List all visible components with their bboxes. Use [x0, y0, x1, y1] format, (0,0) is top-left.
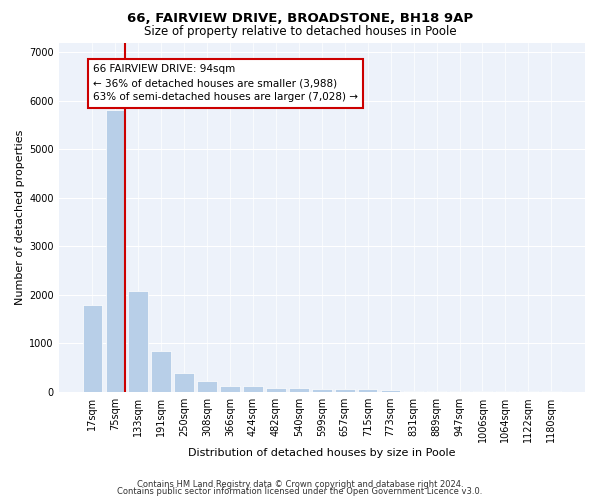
Bar: [83, 306, 102, 392]
Bar: [335, 389, 355, 392]
Text: Size of property relative to detached houses in Poole: Size of property relative to detached ho…: [143, 25, 457, 38]
Bar: [197, 381, 217, 392]
Bar: [220, 386, 240, 392]
Text: Contains public sector information licensed under the Open Government Licence v3: Contains public sector information licen…: [118, 487, 482, 496]
Bar: [175, 372, 194, 392]
Bar: [243, 386, 263, 392]
Bar: [266, 388, 286, 392]
Text: Contains HM Land Registry data © Crown copyright and database right 2024.: Contains HM Land Registry data © Crown c…: [137, 480, 463, 489]
Bar: [106, 110, 125, 392]
Text: 66 FAIRVIEW DRIVE: 94sqm
← 36% of detached houses are smaller (3,988)
63% of sem: 66 FAIRVIEW DRIVE: 94sqm ← 36% of detach…: [93, 64, 358, 102]
Bar: [128, 291, 148, 392]
Text: 66, FAIRVIEW DRIVE, BROADSTONE, BH18 9AP: 66, FAIRVIEW DRIVE, BROADSTONE, BH18 9AP: [127, 12, 473, 26]
Bar: [358, 389, 377, 392]
Y-axis label: Number of detached properties: Number of detached properties: [15, 130, 25, 304]
Bar: [427, 391, 446, 392]
Bar: [381, 390, 400, 392]
Bar: [151, 352, 171, 392]
Bar: [289, 388, 308, 392]
Bar: [312, 388, 332, 392]
Bar: [404, 390, 424, 392]
X-axis label: Distribution of detached houses by size in Poole: Distribution of detached houses by size …: [188, 448, 455, 458]
